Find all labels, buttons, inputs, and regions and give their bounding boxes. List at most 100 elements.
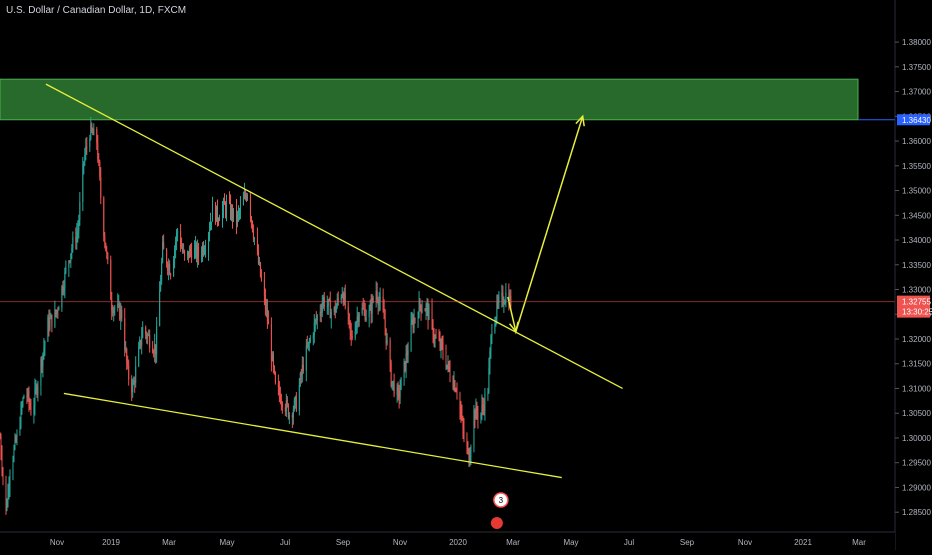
candle-body [279,394,281,403]
event-count[interactable]: 3 [499,496,504,505]
candle-body [104,236,106,243]
candle-body [107,253,109,260]
candle-body [1,454,3,471]
candle-body [57,310,59,312]
projection-arrow-head-down [509,321,519,334]
zone-price-badge[interactable] [897,114,930,126]
candle-body [434,336,436,340]
candle-body [504,302,506,305]
candle-body [103,197,105,237]
candle-body [305,345,307,371]
candle-body [119,303,121,320]
candle-body [19,426,21,434]
candle-body [120,309,122,320]
candle-body [313,322,315,336]
time-axis-label: 2019 [102,538,120,547]
candle-body [68,260,70,268]
time-axis-label: Nov [393,538,407,547]
candle-body [483,406,485,412]
time-axis-label: Sep [680,538,695,547]
candle-body [133,380,135,385]
candle-body [181,247,183,249]
candle-body [264,295,266,310]
price-axis-label: 1.34000 [902,236,931,245]
candle-body [224,204,226,213]
candle-body [336,298,338,307]
candle-body [134,380,136,383]
candle-body [281,403,283,407]
candle-body [223,200,225,205]
upper-trendline[interactable] [45,83,623,390]
candle-body [295,396,297,411]
candle-body [36,386,38,394]
candle-body [70,253,72,262]
candle-body [435,336,437,338]
candle-body [314,319,316,323]
candle-body [470,446,472,457]
time-axis[interactable] [0,532,895,550]
candle-body [356,316,358,324]
candle-body [439,339,441,349]
candle-body [406,353,408,356]
candle-body [294,396,296,400]
candle-body [188,251,190,258]
candle-body [204,250,206,253]
candle-body [438,337,440,340]
candle-body [473,410,475,447]
candle-body [148,334,150,336]
candle-body [335,306,337,313]
candle-body [319,311,321,317]
candle-body [505,292,507,303]
candle-body [197,247,199,259]
candle-body [84,154,86,162]
candle-body [209,229,211,235]
flag-icon[interactable] [490,517,503,529]
candle-body [308,341,310,343]
price-axis[interactable] [895,0,932,550]
candle-body [105,242,107,251]
candle-body [124,318,126,350]
candle-body [334,307,336,313]
candle-body [378,301,380,306]
candle-body [48,317,50,329]
candle-body [363,308,365,310]
time-axis-label: May [563,538,578,547]
candle-body [330,311,332,319]
candle-body [176,232,178,243]
candle-body [223,200,225,209]
candle-body [217,205,219,221]
resistance-zone[interactable] [0,78,859,121]
candle-body [459,393,461,410]
candle-body [34,388,36,407]
candle-body [219,220,221,222]
price-axis-label: 1.28500 [902,508,931,517]
candle-body [449,369,451,380]
candle-body [106,250,108,254]
event-marker-dividend[interactable] [493,492,509,508]
candle-body [383,310,385,320]
candle-body [169,264,171,275]
candle-body [159,291,161,327]
candle-body [139,340,141,347]
candle-body [63,288,65,291]
candle-body [348,314,350,321]
lower-trendline[interactable] [63,392,562,479]
candle-body [340,296,342,300]
candle-body [0,438,2,455]
candle-body [315,319,317,321]
event-count[interactable]: 2 [502,512,507,521]
candle-body [51,314,53,327]
projection-arrow[interactable] [507,116,584,335]
candle-body [202,245,204,256]
candle-body [350,330,352,336]
candle-body [441,340,443,345]
current-price-badge[interactable] [897,295,930,318]
candle-body [495,317,497,324]
time-axis-label: 2020 [449,538,467,547]
candle-body [135,366,137,383]
candle-body [244,193,246,197]
candle-body [284,406,286,412]
candle-body [428,308,430,320]
